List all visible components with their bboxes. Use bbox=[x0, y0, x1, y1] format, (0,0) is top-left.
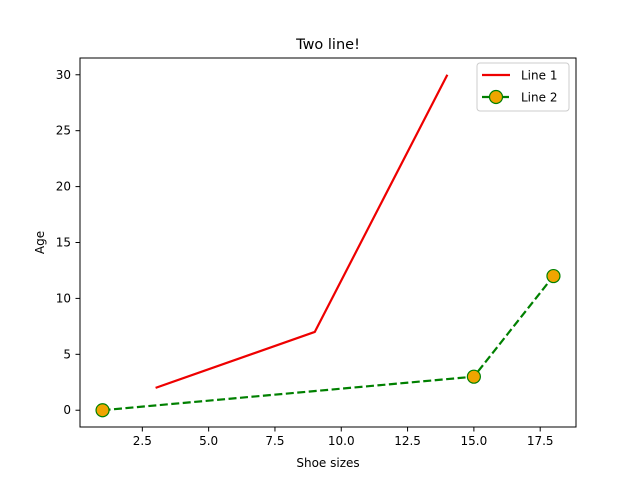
y-tick-label: 0 bbox=[63, 403, 71, 417]
x-tick-label: 5.0 bbox=[199, 434, 218, 448]
x-tick-label: 2.5 bbox=[133, 434, 152, 448]
x-tick-label: 10.0 bbox=[328, 434, 355, 448]
series-line-1 bbox=[155, 74, 449, 389]
legend-line-1-label: Line 1 bbox=[521, 69, 557, 83]
legend-line-2-marker bbox=[488, 89, 504, 105]
x-tick-label: 15.0 bbox=[461, 434, 488, 448]
x-axis-ticks: 2.5 5.0 7.5 10.0 12.5 15.0 17.5 bbox=[133, 427, 554, 448]
plot-area: 2.5 5.0 7.5 10.0 12.5 15.0 17.5 0 5 10 15 20 25 30 bbox=[56, 57, 577, 448]
y-tick-label: 15 bbox=[56, 236, 71, 250]
legend-line-2-label: Line 2 bbox=[521, 91, 557, 105]
series-2-point bbox=[466, 369, 481, 384]
series-2-point bbox=[546, 268, 561, 284]
y-tick-label: 5 bbox=[63, 347, 71, 361]
y-axis-ticks: 0 5 10 15 20 25 30 bbox=[56, 68, 80, 417]
legend: Line 1 Line 2 bbox=[476, 62, 570, 112]
y-axis-label: Age bbox=[33, 231, 47, 254]
series-layer bbox=[95, 74, 561, 418]
y-tick-label: 30 bbox=[56, 68, 71, 82]
y-tick-label: 10 bbox=[56, 291, 71, 305]
x-axis-label: Shoe sizes bbox=[296, 456, 359, 470]
y-tick-label: 25 bbox=[56, 124, 71, 138]
y-tick-label: 20 bbox=[56, 180, 71, 194]
x-tick-label: 7.5 bbox=[265, 434, 284, 448]
plot-background bbox=[80, 58, 576, 427]
x-tick-label: 17.5 bbox=[527, 434, 554, 448]
chart-title: Two line! bbox=[295, 37, 360, 53]
x-tick-label: 12.5 bbox=[394, 434, 421, 448]
series-2-point bbox=[95, 403, 110, 418]
